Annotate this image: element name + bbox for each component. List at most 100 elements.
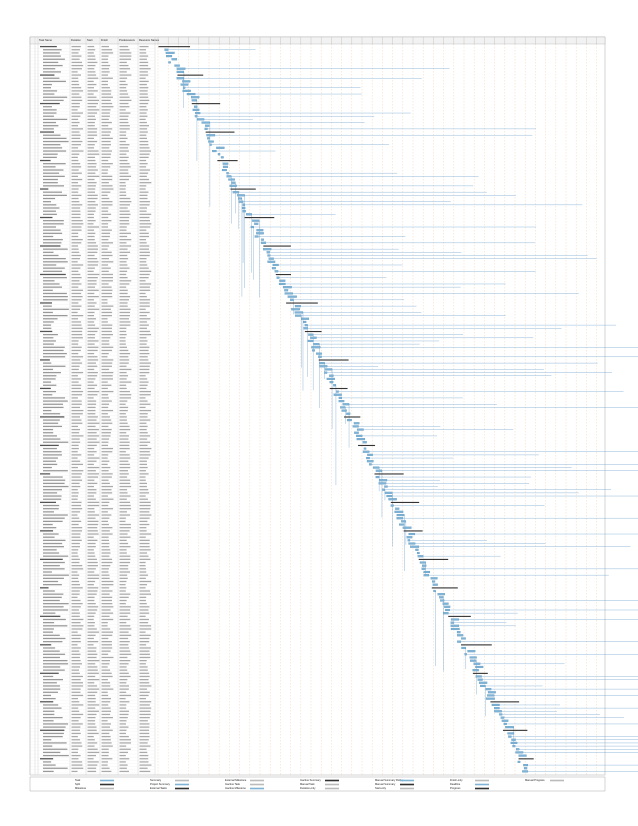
task-bar (226, 175, 232, 178)
task-bar (369, 463, 372, 466)
cell-text-placeholder (87, 549, 94, 551)
cell-text-placeholder (139, 688, 148, 690)
cell-text-placeholder (87, 422, 100, 424)
cell-text-placeholder (87, 235, 95, 238)
task-bar (503, 722, 507, 725)
cell-text-placeholder (139, 555, 149, 557)
cell-text-placeholder (71, 729, 80, 731)
task-bar (195, 112, 201, 115)
task-bar (238, 197, 243, 200)
row-text-placeholder (43, 707, 62, 709)
cell-text-placeholder (139, 64, 149, 67)
cell-text-placeholder (101, 501, 110, 504)
cell-text-placeholder (87, 656, 97, 659)
cell-text-placeholder (139, 188, 146, 190)
cell-text-placeholder (87, 87, 95, 89)
cell-text-placeholder (139, 520, 148, 522)
row-text-placeholder (43, 669, 65, 671)
cell-text-placeholder (139, 333, 152, 336)
cell-text-placeholder (139, 729, 150, 731)
cell-text-placeholder (71, 381, 79, 383)
summary-bar (358, 444, 376, 447)
cell-text-placeholder (71, 498, 78, 500)
task-bar (394, 510, 404, 513)
cell-text-placeholder (101, 299, 108, 301)
cell-text-placeholder (71, 337, 83, 339)
legend-swatch (175, 779, 189, 782)
cell-text-placeholder (139, 371, 150, 374)
cell-text-placeholder (87, 644, 94, 646)
cell-text-placeholder (119, 403, 126, 405)
row-text-placeholder (43, 121, 57, 124)
row-text-placeholder (43, 441, 69, 443)
cell-text-placeholder (101, 286, 112, 288)
cell-text-placeholder (119, 675, 131, 678)
cell-text-placeholder (71, 321, 82, 323)
cell-text-placeholder (139, 327, 147, 329)
cell-text-placeholder (71, 612, 80, 614)
cell-text-placeholder (119, 368, 132, 371)
cell-text-placeholder (71, 558, 80, 560)
cell-text-placeholder (139, 599, 146, 602)
cell-text-placeholder (119, 549, 127, 551)
cell-text-placeholder (71, 577, 79, 579)
cell-text-placeholder (119, 754, 126, 757)
cell-text-placeholder (119, 542, 129, 545)
legend-label: Milestone (75, 786, 87, 790)
cell-text-placeholder (87, 45, 95, 48)
cell-text-placeholder (87, 593, 97, 595)
task-bar (384, 485, 388, 488)
cell-text-placeholder (119, 435, 130, 437)
row-text-placeholder (43, 517, 65, 519)
task-bar (176, 67, 186, 70)
row-text-placeholder (43, 220, 64, 222)
cell-text-placeholder (71, 435, 84, 437)
row-text-placeholder (40, 416, 65, 418)
cell-text-placeholder (101, 318, 108, 320)
cell-text-placeholder (139, 121, 147, 124)
cell-text-placeholder (71, 761, 83, 763)
cell-text-placeholder (71, 242, 82, 244)
cell-text-placeholder (87, 191, 96, 193)
cell-text-placeholder (87, 115, 96, 117)
cell-text-placeholder (71, 691, 81, 693)
row-text-placeholder (43, 625, 68, 627)
cell-text-placeholder (87, 131, 97, 133)
cell-text-placeholder (119, 61, 127, 64)
column-header: Predecessors (119, 38, 136, 42)
cell-text-placeholder (101, 492, 113, 494)
cell-text-placeholder (87, 492, 97, 494)
cell-text-placeholder (71, 121, 80, 124)
cell-text-placeholder (101, 565, 111, 567)
row-text-placeholder (43, 327, 52, 329)
cell-text-placeholder (101, 321, 108, 323)
cell-text-placeholder (119, 204, 130, 206)
cell-text-placeholder (119, 599, 127, 602)
cell-text-placeholder (119, 454, 130, 456)
cell-text-placeholder (119, 577, 128, 579)
cell-text-placeholder (87, 770, 97, 773)
cell-text-placeholder (139, 732, 150, 735)
cell-text-placeholder (71, 99, 83, 102)
cell-text-placeholder (87, 697, 96, 700)
row-text-placeholder (43, 476, 63, 478)
cell-text-placeholder (71, 362, 83, 364)
cell-text-placeholder (71, 682, 84, 684)
cell-text-placeholder (119, 527, 131, 529)
cell-text-placeholder (71, 64, 84, 67)
cell-text-placeholder (101, 115, 110, 117)
cell-text-placeholder (87, 466, 100, 469)
cell-text-placeholder (101, 207, 109, 209)
cell-text-placeholder (101, 264, 109, 266)
cell-text-placeholder (71, 565, 83, 567)
cell-text-placeholder (139, 125, 150, 127)
cell-text-placeholder (139, 204, 150, 206)
cell-text-placeholder (119, 273, 127, 276)
row-text-placeholder (43, 191, 62, 193)
cell-text-placeholder (71, 428, 81, 431)
cell-text-placeholder (119, 144, 130, 146)
row-text-placeholder (43, 128, 54, 130)
cell-text-placeholder (71, 432, 80, 434)
cell-text-placeholder (119, 251, 131, 253)
cell-text-placeholder (139, 549, 151, 551)
